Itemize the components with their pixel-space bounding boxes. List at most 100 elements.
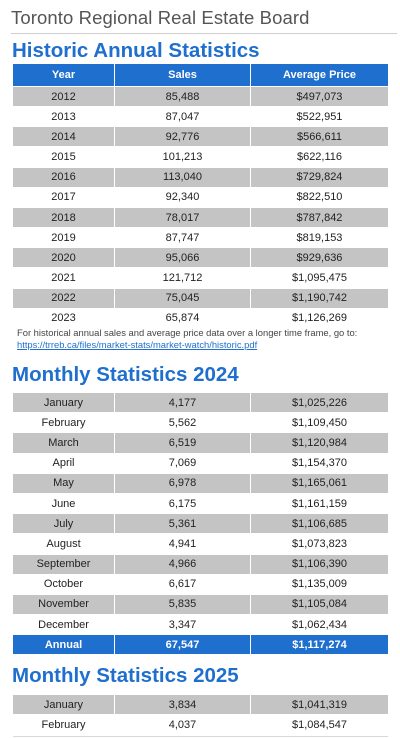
average-price-cell: $1,126,269 (250, 307, 388, 328)
table-row: 2023 65,874 $1,126,269 (13, 307, 388, 328)
year-cell: 2013 (13, 106, 114, 127)
average-price-cell: $1,135,009 (250, 573, 388, 594)
historic-footnote: For historical annual sales and average … (17, 327, 397, 351)
column-header-sales: Sales (114, 64, 250, 86)
year-cell: 2012 (13, 86, 114, 107)
board-title: Toronto Regional Real Estate Board (11, 7, 310, 28)
annual-average-price-cell: $1,117,274 (250, 634, 388, 655)
historic-heading: Historic Annual Statistics (12, 39, 260, 62)
average-price-cell: $522,951 (250, 106, 388, 127)
month-cell: December (13, 614, 114, 635)
sales-cell: 4,941 (114, 533, 250, 554)
average-price-cell: $1,154,370 (250, 452, 388, 473)
column-header-year: Year (13, 64, 114, 86)
monthly-2024-table: January 4,177 $1,025,226 February 5,562 $1,10… (13, 392, 388, 655)
average-price-cell: $1,190,742 (250, 287, 388, 308)
table-row: March 6,519 $1,120,984 (13, 432, 388, 453)
sales-cell: 92,776 (114, 126, 250, 147)
table-row: December 3,347 $1,062,434 (13, 614, 388, 635)
sales-cell: 92,340 (114, 186, 250, 207)
bottom-divider (13, 736, 388, 737)
table-row: 2013 87,047 $522,951 (13, 106, 388, 127)
sales-cell: 101,213 (114, 146, 250, 167)
sales-cell: 5,361 (114, 513, 250, 534)
sales-cell: 95,066 (114, 247, 250, 268)
sales-cell: 5,562 (114, 412, 250, 433)
sales-cell: 6,978 (114, 472, 250, 493)
month-cell: May (13, 472, 114, 493)
table-row: 2018 78,017 $787,842 (13, 206, 388, 228)
average-price-cell: $1,109,450 (250, 412, 388, 433)
month-cell: April (13, 452, 114, 473)
table-row: 2015 101,213 $622,116 (13, 146, 388, 167)
year-cell: 2023 (13, 307, 114, 328)
sales-cell: 121,712 (114, 267, 250, 288)
average-price-cell: $822,510 (250, 186, 388, 207)
sales-cell: 75,045 (114, 287, 250, 308)
title-divider (11, 33, 397, 34)
average-price-cell: $1,165,061 (250, 472, 388, 493)
footnote-text: For historical annual sales and average … (17, 327, 358, 338)
table-row: April 7,069 $1,154,370 (13, 452, 388, 473)
average-price-cell: $1,105,084 (250, 593, 388, 615)
sales-cell: 6,519 (114, 432, 250, 453)
sales-cell: 87,047 (114, 106, 250, 127)
month-cell: January (13, 694, 114, 715)
table-row: May 6,978 $1,165,061 (13, 472, 388, 493)
month-cell: February (13, 714, 114, 735)
table-row: February 5,562 $1,109,450 (13, 412, 388, 433)
average-price-cell: $1,073,823 (250, 533, 388, 554)
sales-cell: 3,834 (114, 694, 250, 715)
sales-cell: 85,488 (114, 86, 250, 107)
year-cell: 2016 (13, 166, 114, 187)
average-price-cell: $1,120,984 (250, 432, 388, 453)
month-cell: September (13, 553, 114, 574)
annual-label-cell: Annual (13, 634, 114, 655)
year-cell: 2014 (13, 126, 114, 147)
historic-annual-table: Year Sales Average Price 2012 85,488 $497,… (13, 64, 388, 328)
average-price-cell: $1,041,319 (250, 694, 388, 715)
table-row: 2019 87,747 $819,153 (13, 227, 388, 248)
table-row: September 4,966 $1,106,390 (13, 553, 388, 574)
average-price-cell: $566,611 (250, 126, 388, 147)
month-cell: June (13, 492, 114, 514)
month-cell: February (13, 412, 114, 433)
average-price-cell: $1,161,159 (250, 492, 388, 514)
average-price-cell: $1,025,226 (250, 392, 388, 413)
sales-cell: 7,069 (114, 452, 250, 473)
average-price-cell: $1,062,434 (250, 614, 388, 635)
table-row: July 5,361 $1,106,685 (13, 513, 388, 534)
year-cell: 2019 (13, 227, 114, 248)
average-price-cell: $929,636 (250, 247, 388, 268)
table-header-row: Year Sales Average Price (13, 64, 388, 86)
average-price-cell: $787,842 (250, 206, 388, 228)
sales-cell: 4,966 (114, 553, 250, 574)
sales-cell: 3,347 (114, 614, 250, 635)
year-cell: 2020 (13, 247, 114, 268)
month-cell: October (13, 573, 114, 594)
average-price-cell: $1,084,547 (250, 714, 388, 735)
average-price-cell: $1,106,685 (250, 513, 388, 534)
historic-data-link[interactable]: https://trreb.ca/files/market-stats/mark… (17, 339, 258, 350)
table-row: October 6,617 $1,135,009 (13, 573, 388, 594)
table-row: November 5,835 $1,105,084 (13, 593, 388, 615)
table-row: 2014 92,776 $566,611 (13, 126, 388, 147)
sales-cell: 6,617 (114, 573, 250, 594)
sales-cell: 4,177 (114, 392, 250, 413)
sales-cell: 4,037 (114, 714, 250, 735)
monthly-2024-heading: Monthly Statistics 2024 (12, 363, 239, 386)
table-row: 2017 92,340 $822,510 (13, 186, 388, 207)
table-row: January 4,177 $1,025,226 (13, 392, 388, 413)
month-cell: July (13, 513, 114, 534)
table-row: June 6,175 $1,161,159 (13, 492, 388, 514)
average-price-cell: $622,116 (250, 146, 388, 167)
month-cell: January (13, 392, 114, 413)
column-header-average-price: Average Price (250, 64, 388, 86)
average-price-cell: $1,095,475 (250, 267, 388, 288)
annual-total-row: Annual 67,547 $1,117,274 (13, 634, 388, 655)
monthly-2025-heading: Monthly Statistics 2025 (12, 664, 239, 687)
table-row: February 4,037 $1,084,547 (13, 714, 388, 735)
sales-cell: 5,835 (114, 593, 250, 615)
average-price-cell: $1,106,390 (250, 553, 388, 574)
average-price-cell: $729,824 (250, 166, 388, 187)
